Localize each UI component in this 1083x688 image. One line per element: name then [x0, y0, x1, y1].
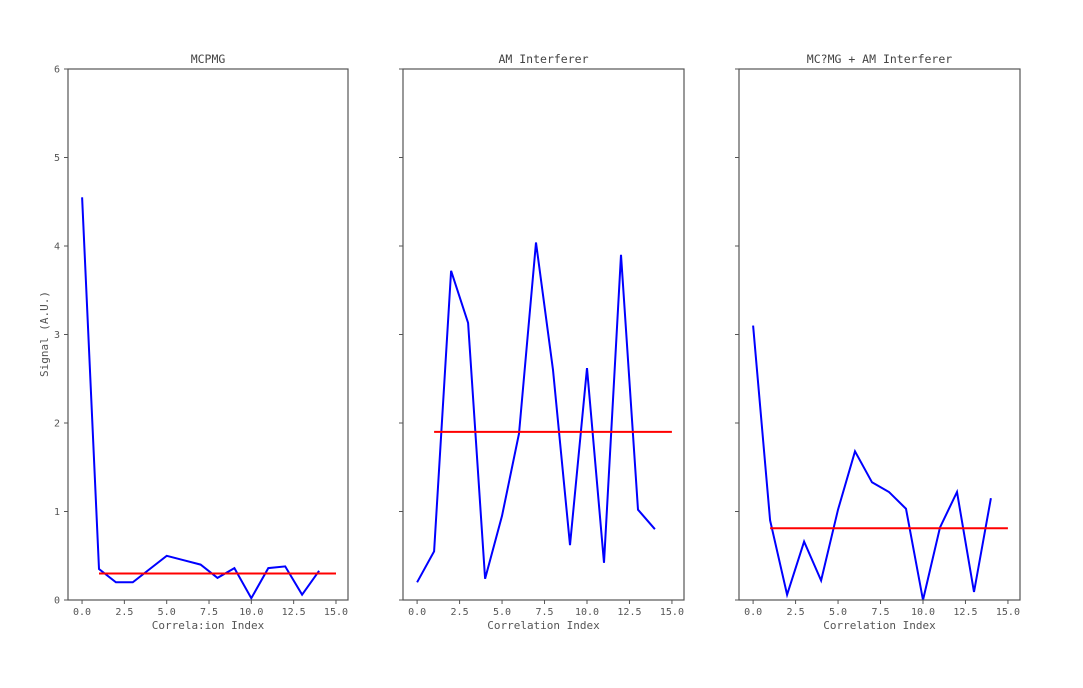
- axes-frame: [738, 68, 1021, 601]
- x-tick-label: 7.5: [200, 607, 218, 618]
- subplot-am-interferer: AM Interferer 0.0 2.5 5.0 7.5 10.0 12.5 15.0 C…: [399, 52, 685, 632]
- subplot-mcpmg: MCPMG 0.0 2.5 5.0 7.5 10.0 12.5 15.0 0 1 2 3 4 5 6 Co…: [38, 52, 349, 632]
- x-axis-label: Correlation Index: [823, 619, 936, 632]
- series-signal-line: [81, 197, 320, 601]
- plot-area: 0.0 2.5 5.0 7.5 10.0 12.5 15.0: [399, 68, 685, 618]
- series-signal-line: [416, 242, 656, 583]
- x-tick-label: 10.0: [911, 607, 935, 618]
- x-tick-label: 10.0: [575, 607, 599, 618]
- y-tick-label: 1: [54, 507, 60, 518]
- plot-area: 0.0 2.5 5.0 7.5 10.0 12.5 15.0 0 1 2 3 4 5 6: [54, 65, 349, 618]
- x-tick-label: 2.5: [115, 607, 133, 618]
- x-tick-label: 2.5: [451, 607, 469, 618]
- x-tick-label: 0.0: [73, 607, 91, 618]
- y-tick-label: 2: [54, 419, 60, 430]
- y-tick-label: 0: [54, 596, 60, 607]
- series-signal-line: [752, 325, 992, 601]
- y-tick-label: 3: [54, 330, 60, 341]
- subplot-title: MCPMG: [191, 52, 226, 66]
- x-axis-label: Correla:ion Index: [152, 619, 265, 632]
- subplot-title: MC?MG + AM Interferer: [807, 52, 952, 66]
- x-tick-label: 15.0: [660, 607, 684, 618]
- subplot-title: AM Interferer: [498, 52, 588, 66]
- x-tick-label: 15.0: [996, 607, 1020, 618]
- x-tick-label: 0.0: [408, 607, 426, 618]
- x-tick-label: 2.5: [787, 607, 805, 618]
- y-tick-label: 4: [54, 242, 60, 253]
- x-tick-label: 0.0: [744, 607, 762, 618]
- x-tick-label: 12.5: [953, 607, 977, 618]
- x-tick-label: 5.0: [158, 607, 176, 618]
- axes-frame: [402, 68, 685, 601]
- subplot-mcpmg-plus-am-interferer: MC?MG + AM Interferer 0.0 2.5 5.0 7.5 10.0 12…: [735, 52, 1021, 632]
- y-tick-label: 6: [54, 65, 60, 76]
- x-tick-label: 10.0: [239, 607, 263, 618]
- y-tick-label: 5: [54, 153, 60, 164]
- x-tick-label: 12.5: [617, 607, 641, 618]
- x-tick-label: 7.5: [871, 607, 889, 618]
- x-tick-label: 15.0: [324, 607, 348, 618]
- x-tick-label: 12.5: [282, 607, 306, 618]
- x-axis-label: Correlation Index: [487, 619, 600, 632]
- x-tick-label: 5.0: [493, 607, 511, 618]
- axes-frame: [67, 68, 349, 601]
- x-tick-label: 7.5: [535, 607, 553, 618]
- x-tick-label: 5.0: [829, 607, 847, 618]
- y-axis-label: Signal (A.U.): [38, 291, 51, 377]
- plot-area: 0.0 2.5 5.0 7.5 10.0 12.5 15.0: [735, 68, 1021, 618]
